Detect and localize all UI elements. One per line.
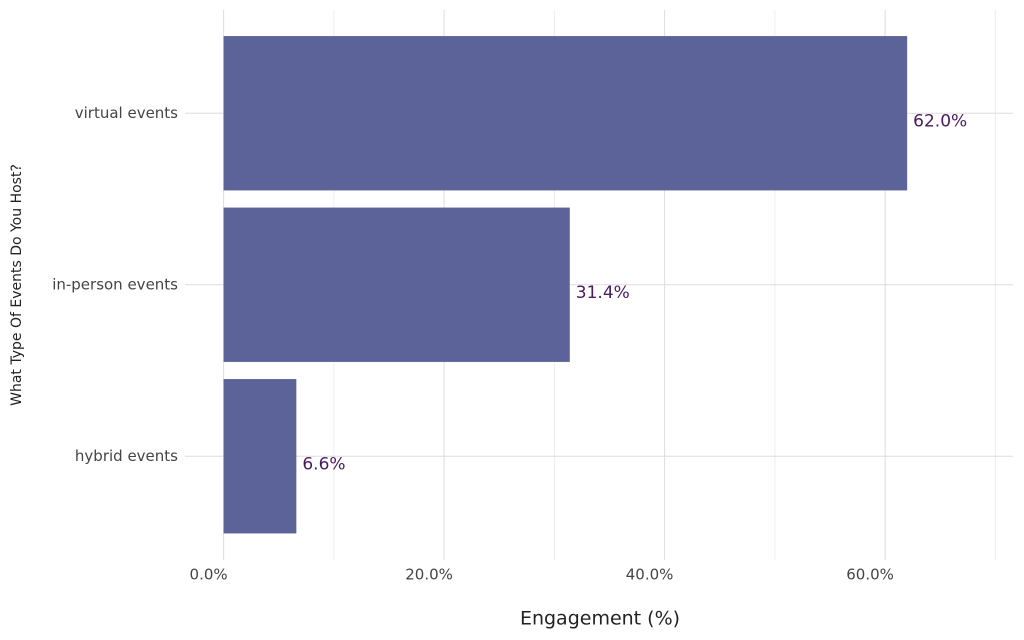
x-tick-label: 40.0% (626, 566, 674, 584)
x-tick-label: 20.0% (405, 566, 453, 584)
y-axis-title: What Type Of Events Do You Host? (9, 164, 25, 406)
x-tick-label: 0.0% (190, 566, 228, 584)
x-tick-label: 60.0% (846, 566, 894, 584)
y-tick-label: in-person events (52, 275, 178, 293)
value-label: 62.0% (913, 111, 967, 131)
bar (223, 379, 297, 534)
value-label: 31.4% (576, 283, 630, 303)
x-axis-title: Engagement (%) (520, 608, 680, 630)
y-tick-label: hybrid events (75, 447, 178, 465)
bar (223, 207, 570, 362)
y-tick-label: virtual events (75, 104, 178, 122)
bar (223, 36, 908, 191)
value-label: 6.6% (302, 454, 345, 474)
